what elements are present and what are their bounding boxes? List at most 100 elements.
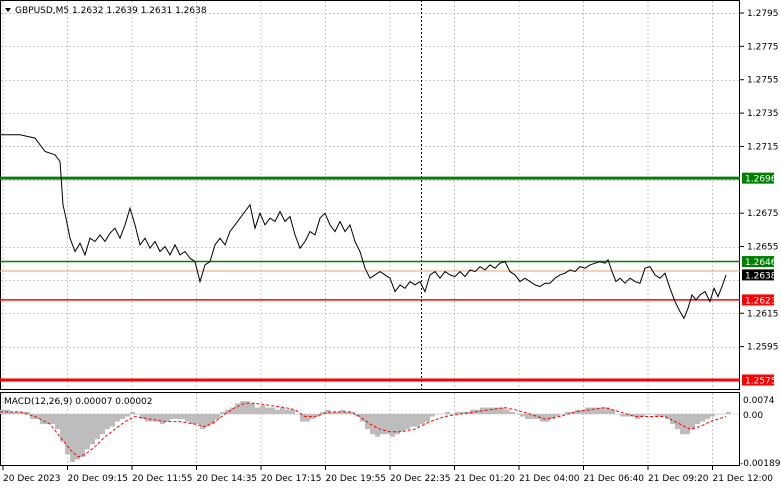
level-1-2575-badge-text: 1.2575: [745, 377, 777, 387]
macd-histogram-bar: [350, 411, 355, 414]
macd-histogram-bar: [595, 407, 600, 414]
time-axis-label: 21 Dec 04:00: [519, 474, 580, 484]
macd-histogram-bar: [695, 414, 700, 425]
macd-histogram-bar: [190, 414, 195, 425]
macd-histogram-bar: [600, 407, 605, 414]
macd-histogram-bar: [145, 414, 150, 422]
time-axis-label: 20 Dec 14:35: [197, 474, 258, 484]
macd-histogram-bar: [585, 407, 590, 414]
price-axis-label: 1.2795: [747, 9, 779, 19]
macd-histogram-bar: [340, 409, 345, 414]
macd-histogram-bar: [155, 414, 160, 422]
macd-histogram-bar: [265, 407, 270, 414]
macd-histogram-bar: [555, 414, 560, 417]
dropdown-triangle-icon[interactable]: [5, 8, 11, 12]
macd-histogram-bar: [410, 414, 415, 427]
macd-histogram-bar: [165, 414, 170, 422]
macd-histogram-bar: [620, 414, 625, 417]
macd-histogram-bar: [95, 414, 100, 440]
level-1-2696-badge-text: 1.2696: [745, 175, 777, 185]
macd-histogram-bar: [215, 414, 220, 420]
macd-histogram-bar: [270, 407, 275, 414]
current-price-text: 1.2638: [745, 271, 777, 281]
macd-histogram-bar: [510, 411, 515, 414]
level-1-2623-badge-text: 1.2623: [745, 296, 777, 306]
macd-histogram-bar: [675, 414, 680, 430]
macd-histogram-bar: [530, 414, 535, 420]
macd-histogram-bar: [50, 414, 55, 425]
macd-histogram-bar: [400, 414, 405, 432]
current-price-badge: 1.2638: [742, 269, 777, 281]
macd-histogram-bar: [40, 414, 50, 425]
current-price-badge-bg: [742, 269, 774, 281]
macd-histogram-bar: [520, 414, 525, 417]
macd-histogram-bar: [220, 411, 225, 414]
macd-histogram-bar: [705, 414, 710, 420]
macd-histogram-bar: [330, 411, 335, 414]
macd-histogram-bar: [625, 414, 630, 417]
macd-histogram-bar: [80, 414, 85, 457]
macd-histogram-bar: [65, 414, 70, 455]
macd-histogram-bar: [85, 414, 90, 450]
macd-histogram-bar: [70, 414, 75, 462]
macd-histogram-bar: [290, 409, 295, 414]
macd-histogram-bar: [415, 414, 420, 427]
macd-histogram-bar: [285, 409, 290, 414]
macd-axis-bottom: -0.00189: [740, 459, 781, 469]
macd-histogram-bar: [460, 411, 465, 414]
macd-histogram-bar: [195, 414, 200, 425]
macd-histogram-bar: [75, 414, 80, 460]
price-axis-label: 1.2675: [747, 209, 779, 219]
macd-histogram-bar: [125, 414, 130, 417]
macd-histogram-bar: [130, 411, 135, 414]
macd-histogram-bar: [135, 414, 140, 415]
macd-histogram-bar: [640, 414, 645, 417]
price-axis-label: 1.2715: [747, 142, 779, 152]
price-axis-label: 1.2595: [747, 343, 779, 353]
macd-histogram-bar: [225, 409, 230, 414]
macd-histogram-bar: [110, 414, 115, 427]
macd-histogram-bar: [185, 414, 190, 422]
macd-histogram-bar: [700, 414, 705, 422]
macd-histogram-bar: [430, 414, 435, 417]
macd-histogram-bar: [515, 414, 520, 415]
macd-histogram-bar: [235, 403, 240, 414]
level-1-2623-badge: [742, 294, 774, 306]
time-axis-label: 21 Dec 12:00: [713, 474, 774, 484]
macd-histogram-bar: [680, 414, 685, 435]
macd-histogram-bar: [435, 414, 440, 415]
macd-histogram-bar: [295, 414, 300, 415]
macd-histogram-bar: [550, 414, 555, 420]
macd-histogram-bar: [445, 411, 450, 414]
macd-histogram-bar: [115, 414, 120, 422]
level-1-2646-badge-text: 1.2646: [745, 258, 777, 268]
time-axis-label: 20 Dec 2023: [3, 474, 61, 484]
macd-histogram-bar: [240, 401, 245, 414]
macd-histogram-bar: [500, 407, 505, 414]
level-1-2575-badge: [742, 374, 774, 386]
macd-histogram-bar: [100, 414, 105, 435]
macd-histogram-bar: [455, 411, 460, 414]
macd-histogram-bar: [710, 414, 715, 417]
symbol-ohlc-label: GBPUSD,M5 1.2632 1.2639 1.2631 1.2638: [15, 6, 207, 16]
macd-histogram-bar: [230, 407, 235, 414]
price-axis-label: 1.2615: [747, 309, 779, 319]
macd-histogram-bar: [590, 407, 595, 414]
macd-histogram-bar: [690, 414, 695, 430]
macd-histogram-bar: [655, 414, 660, 417]
price-pane[interactable]: [0, 0, 740, 390]
macd-histogram-bar: [140, 414, 145, 420]
macd-histogram-bar: [370, 414, 375, 435]
macd-histogram-bar: [425, 414, 430, 422]
macd-histogram-bar: [120, 414, 125, 420]
macd-histogram-bar: [580, 409, 585, 414]
macd-histogram-bar: [345, 411, 350, 414]
macd-histogram-bar: [610, 409, 615, 414]
macd-histogram-bar: [260, 405, 265, 414]
macd-histogram-bar: [650, 414, 655, 415]
time-axis-label: 21 Dec 09:20: [648, 474, 709, 484]
macd-histogram-bar: [670, 414, 675, 425]
level-1-2646-badge: [742, 256, 774, 268]
macd-histogram-bar: [395, 414, 400, 435]
